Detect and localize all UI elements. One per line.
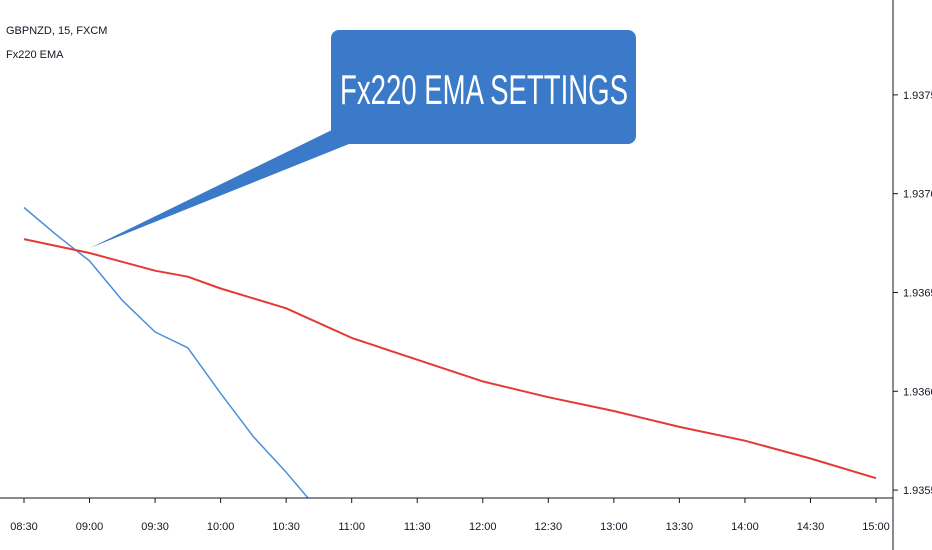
x-tick-label: 15:00 — [862, 521, 890, 533]
indicator-label: Fx220 EMA — [6, 49, 64, 61]
x-tick-label: 14:00 — [731, 521, 759, 533]
y-tick-label: 1.93600 — [903, 386, 932, 398]
legend: GBPNZD, 15, FXCM Fx220 EMA — [6, 26, 107, 74]
x-tick-label: 09:00 — [76, 521, 104, 533]
series-line-0 — [23, 206, 309, 499]
x-tick-label: 10:00 — [207, 521, 235, 533]
x-tick-label: 09:30 — [141, 521, 169, 533]
x-tick-label: 11:00 — [338, 521, 365, 533]
x-tick-label: 12:00 — [469, 521, 497, 533]
x-tick-label: 08:30 — [10, 521, 38, 533]
x-tick-label: 14:30 — [797, 521, 825, 533]
callout-box — [331, 30, 636, 144]
x-tick-label: 10:30 — [272, 521, 300, 533]
y-tick-label: 1.93650 — [903, 287, 932, 299]
x-tick-label: 12:30 — [535, 521, 563, 533]
x-tick-label: 13:30 — [666, 521, 694, 533]
y-tick-label: 1.93700 — [903, 189, 932, 201]
callout: Fx220 EMA SETTINGS — [90, 30, 636, 248]
plot-area — [23, 206, 877, 499]
series-line-1 — [23, 238, 877, 480]
y-tick-label: 1.93750 — [903, 90, 932, 102]
symbol-label: GBPNZD, 15, FXCM — [6, 25, 108, 37]
x-tick-label: 13:00 — [600, 521, 628, 533]
x-tick-label: 11:30 — [404, 521, 431, 533]
callout-text: Fx220 EMA SETTINGS — [340, 66, 628, 113]
callout-pointer — [90, 128, 354, 248]
y-tick-label: 1.93550 — [903, 485, 932, 497]
